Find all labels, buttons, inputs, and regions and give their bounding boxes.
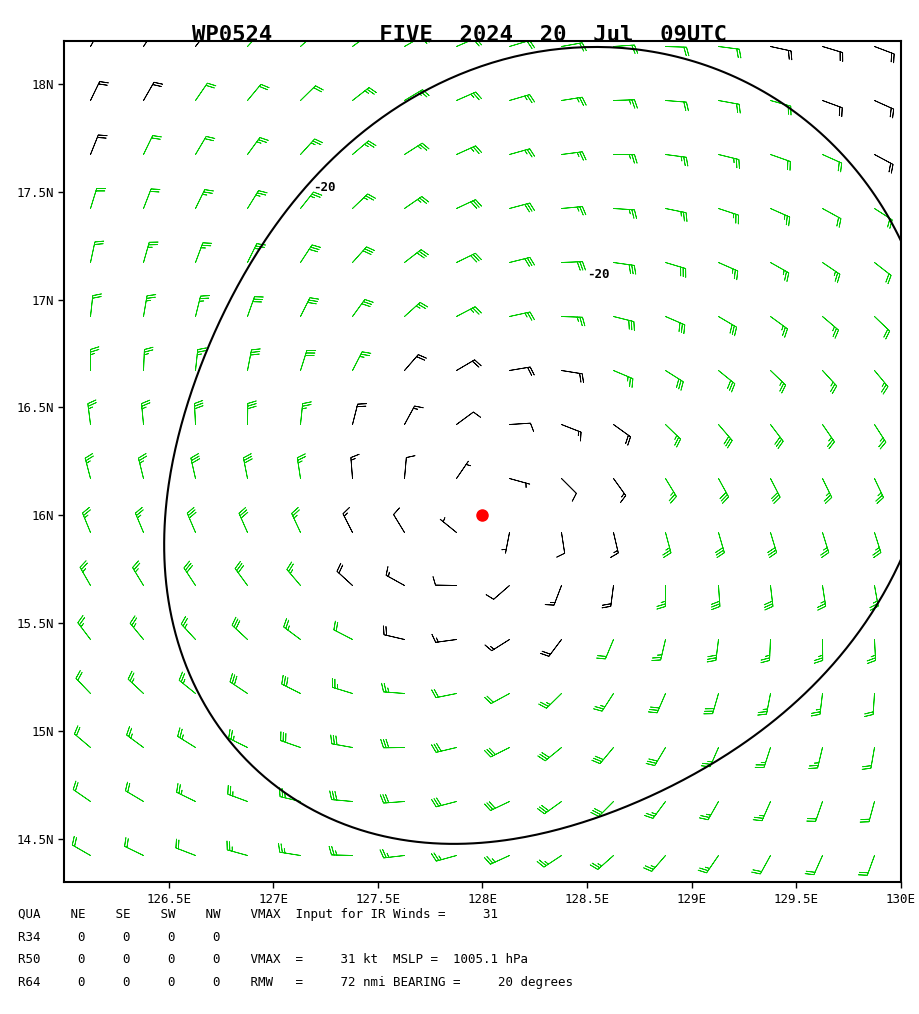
Text: WP0524        FIVE  2024  20  Jul  09UTC: WP0524 FIVE 2024 20 Jul 09UTC <box>192 25 727 46</box>
Text: -20: -20 <box>587 268 609 281</box>
Text: QUA    NE    SE    SW    NW    VMAX  Input for IR Winds =     31: QUA NE SE SW NW VMAX Input for IR Winds … <box>18 908 498 921</box>
Text: -20: -20 <box>313 180 335 194</box>
Text: R50     0     0     0     0    VMAX  =     31 kt  MSLP =  1005.1 hPa: R50 0 0 0 0 VMAX = 31 kt MSLP = 1005.1 h… <box>18 953 528 966</box>
Text: R34     0     0     0     0: R34 0 0 0 0 <box>18 931 221 944</box>
Text: R64     0     0     0     0    RMW   =     72 nmi BEARING =     20 degrees: R64 0 0 0 0 RMW = 72 nmi BEARING = 20 de… <box>18 975 573 989</box>
